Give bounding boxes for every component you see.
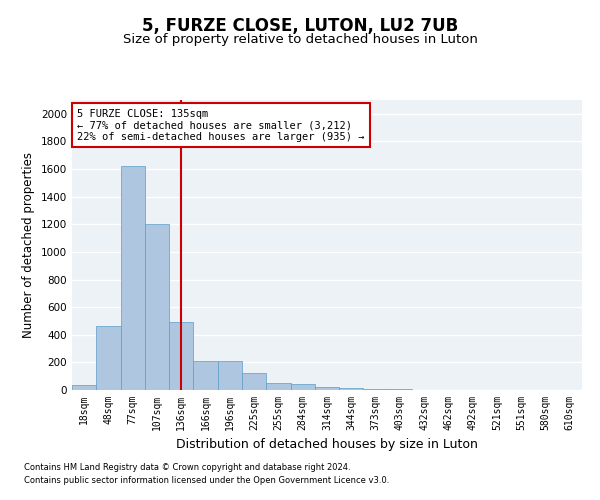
Bar <box>218 361 242 390</box>
Bar <box>121 166 145 390</box>
Bar <box>315 387 339 390</box>
Text: Size of property relative to detached houses in Luton: Size of property relative to detached ho… <box>122 32 478 46</box>
Bar <box>193 361 218 390</box>
Bar <box>266 384 290 390</box>
Bar <box>72 385 96 390</box>
Text: 5 FURZE CLOSE: 135sqm
← 77% of detached houses are smaller (3,212)
22% of semi-d: 5 FURZE CLOSE: 135sqm ← 77% of detached … <box>77 108 365 142</box>
Bar <box>242 372 266 390</box>
Y-axis label: Number of detached properties: Number of detached properties <box>22 152 35 338</box>
Bar <box>96 326 121 390</box>
Text: 5, FURZE CLOSE, LUTON, LU2 7UB: 5, FURZE CLOSE, LUTON, LU2 7UB <box>142 18 458 36</box>
Bar <box>169 322 193 390</box>
Bar <box>145 224 169 390</box>
Text: Contains public sector information licensed under the Open Government Licence v3: Contains public sector information licen… <box>24 476 389 485</box>
Bar <box>290 384 315 390</box>
Bar <box>339 388 364 390</box>
X-axis label: Distribution of detached houses by size in Luton: Distribution of detached houses by size … <box>176 438 478 452</box>
Bar <box>364 388 388 390</box>
Text: Contains HM Land Registry data © Crown copyright and database right 2024.: Contains HM Land Registry data © Crown c… <box>24 464 350 472</box>
